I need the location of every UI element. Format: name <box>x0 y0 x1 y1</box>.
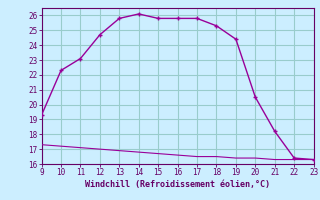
X-axis label: Windchill (Refroidissement éolien,°C): Windchill (Refroidissement éolien,°C) <box>85 180 270 189</box>
